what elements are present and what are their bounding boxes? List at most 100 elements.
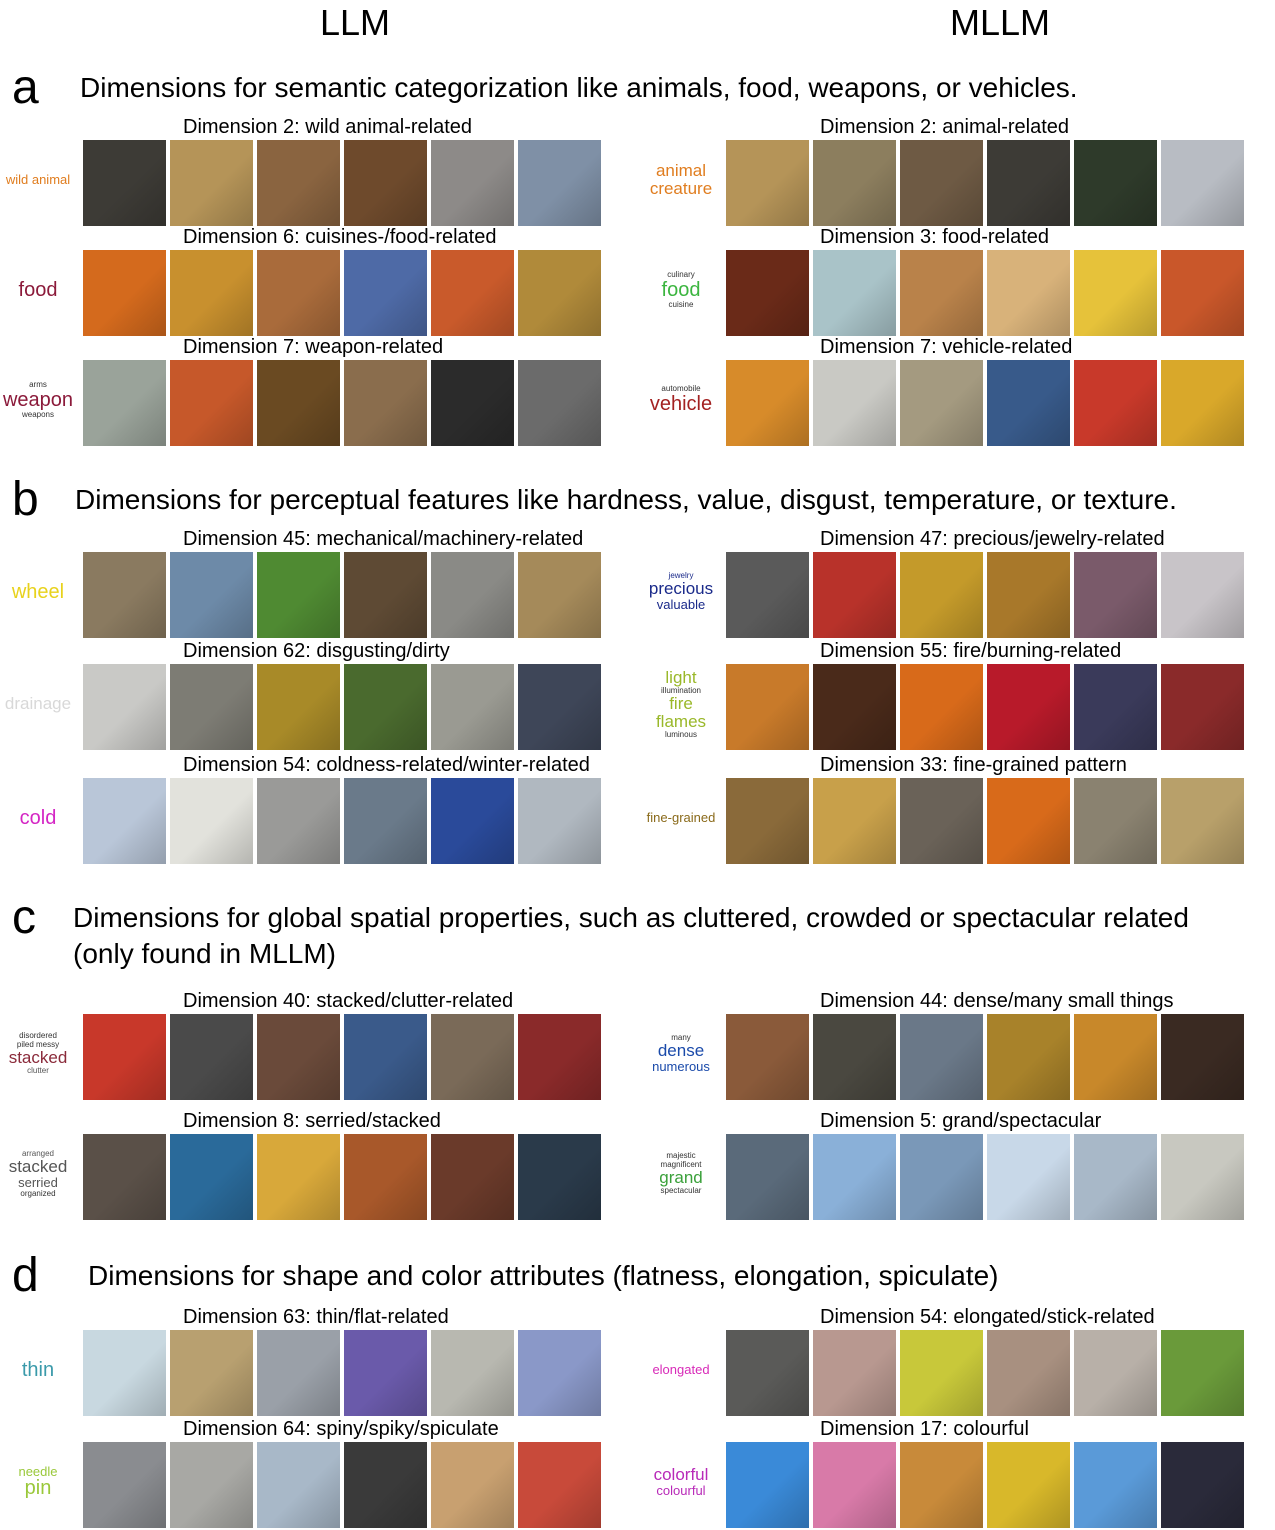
example-image <box>431 1442 514 1528</box>
word-cloud-term: colorful <box>653 1465 709 1485</box>
word-cloud: many dense numerous <box>640 1010 722 1098</box>
dimension-title: Dimension 40: stacked/clutter-related <box>183 990 514 1012</box>
dimension-row: Dimension 54: coldness-related/winter-re… <box>0 754 635 866</box>
example-image <box>1074 140 1157 226</box>
word-cloud-term: colourful <box>656 1483 706 1499</box>
dimension-row: Dimension 7: vehicle-related automobile ve… <box>640 336 1275 448</box>
dimension-row: Dimension 47: precious/jewelry-related je… <box>640 528 1275 640</box>
dimension-row: Dimension 62: disgusting/dirty drainage <box>0 640 635 752</box>
word-cloud: food <box>0 246 76 334</box>
word-cloud-term: weapons <box>21 409 55 419</box>
word-cloud: culinary food cuisine <box>640 246 722 334</box>
word-cloud-term: dense <box>657 1041 705 1061</box>
word-cloud-term: creature <box>649 179 713 198</box>
example-image <box>257 778 340 864</box>
example-image <box>1161 1330 1244 1416</box>
word-cloud-term: wild animal <box>5 172 71 188</box>
example-image <box>344 360 427 446</box>
example-image <box>83 1442 166 1528</box>
word-cloud: light illumination fire flames luminous <box>640 660 722 748</box>
word-cloud-term: stacked <box>8 1157 68 1177</box>
column-header-mllm: MLLM <box>950 2 1051 43</box>
example-image <box>813 552 896 638</box>
example-image <box>726 552 809 638</box>
word-cloud-term: clutter <box>27 1066 49 1076</box>
example-image <box>813 250 896 336</box>
example-image <box>518 140 601 226</box>
word-cloud: majestic magnificent grand spectacular <box>640 1130 722 1218</box>
example-image <box>518 778 601 864</box>
example-image <box>1161 250 1244 336</box>
example-image <box>900 1330 983 1416</box>
example-image <box>170 552 253 638</box>
panel-letter: c <box>12 891 36 944</box>
word-cloud: wild animal <box>0 136 76 224</box>
word-cloud-term: vehicle <box>649 392 713 415</box>
example-image <box>170 664 253 750</box>
panel-title-line2: (only found in MLLM) <box>73 938 337 969</box>
word-cloud-term: arranged <box>21 1148 55 1158</box>
dimension-row: Dimension 5: grand/spectacular majestic ma… <box>640 1110 1275 1222</box>
example-image <box>518 552 601 638</box>
example-image <box>257 1014 340 1100</box>
example-image <box>987 778 1070 864</box>
word-cloud-term: illumination <box>660 685 702 695</box>
example-image <box>83 552 166 638</box>
dimension-row: Dimension 3: food-related culinary food cui… <box>640 226 1275 338</box>
example-image <box>987 552 1070 638</box>
image-strip <box>83 1014 605 1100</box>
dimension-title: Dimension 54: elongated/stick-related <box>820 1306 1155 1328</box>
example-image <box>900 664 983 750</box>
example-image <box>987 360 1070 446</box>
example-image <box>518 1330 601 1416</box>
word-cloud-term: flames <box>655 711 707 731</box>
word-cloud: animal creature <box>640 136 722 224</box>
word-cloud-term: light <box>665 667 697 687</box>
dimension-title: Dimension 64: spiny/spiky/spiculate <box>183 1418 499 1440</box>
word-cloud: drainage <box>0 660 76 748</box>
word-cloud-term: cuisine <box>668 299 694 309</box>
word-cloud-term: pin <box>24 1477 52 1500</box>
example-image <box>431 360 514 446</box>
word-cloud: automobile vehicle <box>640 356 722 444</box>
word-cloud: arranged stacked serried organized <box>0 1130 76 1218</box>
example-image <box>344 1442 427 1528</box>
dimension-title: Dimension 5: grand/spectacular <box>820 1110 1102 1132</box>
dimension-row: Dimension 45: mechanical/machinery-relat… <box>0 528 635 640</box>
dimension-row: Dimension 54: elongated/stick-related elo… <box>640 1306 1275 1418</box>
image-strip <box>83 250 605 336</box>
image-strip <box>726 1014 1248 1100</box>
example-image <box>83 1330 166 1416</box>
image-strip <box>83 552 605 638</box>
dimension-row: Dimension 6: cuisines-/food-related food <box>0 226 635 338</box>
word-cloud-term: animal <box>655 161 707 181</box>
example-image <box>344 778 427 864</box>
example-image <box>726 1442 809 1528</box>
word-cloud: wheel <box>0 548 76 636</box>
example-image <box>1074 1134 1157 1220</box>
dimension-title: Dimension 7: vehicle-related <box>820 336 1073 358</box>
example-image <box>813 1442 896 1528</box>
word-cloud-term: fire <box>669 694 693 714</box>
dimension-title: Dimension 17: colourful <box>820 1418 1029 1440</box>
example-image <box>518 1014 601 1100</box>
word-cloud-term: jewelry <box>668 571 694 581</box>
image-strip <box>83 778 605 864</box>
dimension-row: Dimension 7: weapon-related arms weapon wea… <box>0 336 635 448</box>
dimension-title: Dimension 8: serried/stacked <box>183 1110 441 1132</box>
image-strip <box>726 140 1248 226</box>
dimension-row: Dimension 33: fine-grained pattern fine-g… <box>640 754 1275 866</box>
example-image <box>431 1330 514 1416</box>
example-image <box>170 1442 253 1528</box>
example-image <box>344 1330 427 1416</box>
example-image <box>431 664 514 750</box>
example-image <box>431 1134 514 1220</box>
example-image <box>726 778 809 864</box>
example-image <box>726 140 809 226</box>
example-image <box>431 778 514 864</box>
word-cloud-term: valuable <box>656 597 706 613</box>
example-image <box>431 1014 514 1100</box>
word-cloud: arms weapon weapons <box>0 356 76 444</box>
dimension-title: Dimension 63: thin/flat-related <box>183 1306 449 1328</box>
dimension-title: Dimension 44: dense/many small things <box>820 990 1174 1012</box>
